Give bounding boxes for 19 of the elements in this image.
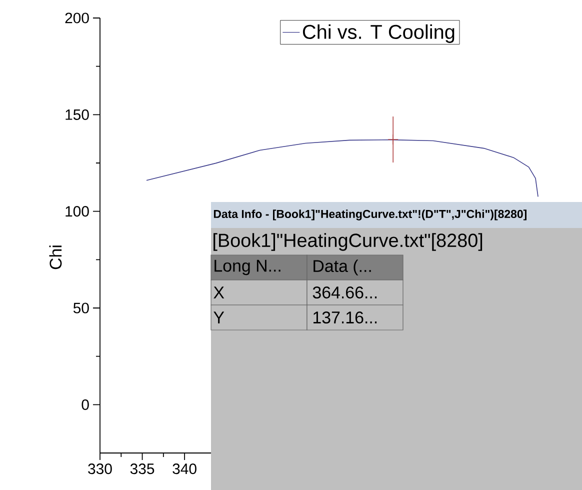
y-tick-label: 200 [65,12,89,24]
line-series [146,139,538,198]
annotation: Y [214,312,224,324]
annotation: 364.66... [312,286,377,298]
annotation: X [214,286,224,298]
y-tick-label: 50 [73,302,89,314]
annotation: Long N... [214,260,280,276]
annotation: [Book1]"HeatingCurve.txt"[8280] [214,233,482,251]
annotation: Data Info - [Book1]"HeatingCurve.txt"!(D"T",J"Chi")[8280] [214,210,526,220]
y-tick-label: 0 [82,399,89,410]
y-tick-label: 150 [66,109,89,120]
x-tick-label: 335 [130,464,154,474]
annotation: 137.16... [314,312,377,324]
y-tick-label: 100 [66,206,89,217]
x-tick-label: 330 [88,464,112,474]
annotation: Data (... [314,260,371,276]
legend-label: Chi vs. T Cooling [302,24,454,43]
y-axis-title: Chi [49,246,62,270]
x-tick-label: 340 [172,464,196,474]
